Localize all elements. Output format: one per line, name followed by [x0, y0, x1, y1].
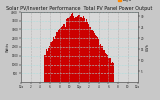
Bar — [63, 24, 64, 82]
Bar — [52, 41, 53, 82]
Bar — [113, 63, 114, 82]
Bar — [85, 22, 86, 82]
Bar — [84, 18, 85, 82]
Bar — [62, 26, 63, 82]
Bar — [77, 16, 78, 82]
Bar — [59, 29, 60, 82]
Bar — [100, 44, 101, 82]
Bar — [60, 28, 61, 82]
Bar — [65, 27, 66, 82]
Bar — [69, 17, 70, 82]
Bar — [75, 17, 76, 82]
Bar — [46, 49, 47, 82]
Y-axis label: kWh: kWh — [145, 43, 149, 51]
Bar — [79, 15, 80, 82]
Bar — [105, 53, 106, 82]
Bar — [108, 58, 109, 82]
Bar — [61, 27, 62, 82]
Bar — [112, 62, 113, 82]
Bar — [102, 46, 103, 82]
Bar — [101, 46, 102, 82]
Bar — [104, 50, 105, 82]
Bar — [81, 17, 82, 82]
Y-axis label: Watts: Watts — [6, 42, 10, 52]
Bar — [93, 31, 94, 82]
Bar — [53, 37, 54, 82]
Bar — [49, 46, 50, 82]
Bar — [70, 15, 71, 82]
Bar — [110, 58, 111, 82]
Bar — [87, 22, 88, 82]
Legend: Daily kWh, Max W, Avg W: Daily kWh, Max W, Avg W — [118, 0, 136, 2]
Bar — [76, 16, 77, 82]
Bar — [71, 14, 72, 82]
Bar — [72, 14, 73, 82]
Bar — [56, 32, 57, 82]
Bar — [74, 18, 75, 82]
Bar — [88, 24, 89, 82]
Bar — [107, 55, 108, 82]
Bar — [54, 38, 55, 82]
Bar — [94, 34, 95, 82]
Bar — [92, 30, 93, 82]
Bar — [98, 39, 99, 82]
Bar — [51, 42, 52, 82]
Bar — [80, 17, 81, 82]
Bar — [44, 52, 45, 82]
Bar — [48, 48, 49, 82]
Bar — [111, 62, 112, 82]
Bar — [45, 55, 46, 82]
Bar — [90, 28, 91, 82]
Bar — [97, 37, 98, 82]
Title: Solar PV/Inverter Performance  Total PV Panel Power Output: Solar PV/Inverter Performance Total PV P… — [6, 6, 152, 11]
Bar — [58, 30, 59, 82]
Bar — [66, 19, 67, 82]
Bar — [109, 58, 110, 82]
Bar — [96, 36, 97, 82]
Bar — [78, 15, 79, 82]
Bar — [103, 50, 104, 82]
Bar — [99, 45, 100, 82]
Bar — [64, 24, 65, 82]
Bar — [106, 55, 107, 82]
Bar — [86, 19, 87, 82]
Bar — [82, 18, 83, 82]
Bar — [57, 31, 58, 82]
Bar — [95, 35, 96, 82]
Bar — [73, 16, 74, 82]
Bar — [68, 18, 69, 82]
Bar — [47, 51, 48, 82]
Bar — [67, 18, 68, 82]
Bar — [55, 37, 56, 82]
Bar — [89, 27, 90, 82]
Bar — [91, 30, 92, 82]
Bar — [83, 17, 84, 82]
Bar — [50, 42, 51, 82]
